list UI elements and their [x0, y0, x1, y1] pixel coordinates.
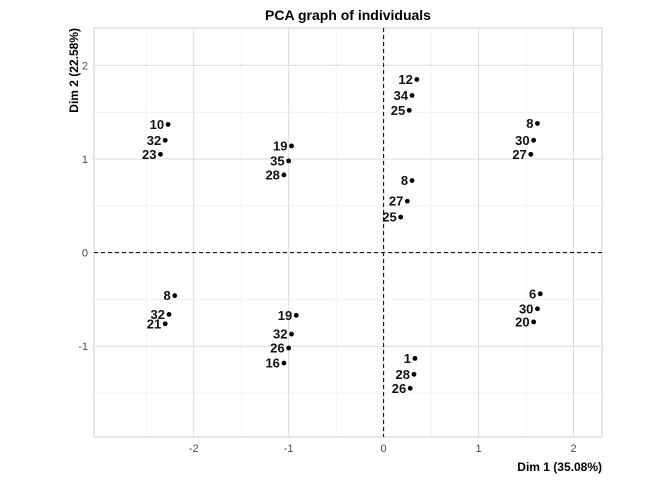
data-point	[289, 331, 294, 337]
point-label: 30	[515, 133, 529, 148]
data-point	[281, 172, 287, 178]
point-label: 27	[389, 194, 403, 209]
point-label: 32	[147, 133, 161, 148]
point-label: 19	[273, 138, 287, 153]
data-point	[411, 371, 417, 377]
data-point	[404, 198, 410, 204]
point-label: 8	[401, 173, 408, 188]
reference-lines	[94, 28, 602, 437]
point-label: 1	[404, 351, 411, 366]
x-axis-title: Dim 1 (35.08%)	[517, 460, 602, 474]
point-label: 26	[392, 381, 406, 396]
point-label: 27	[512, 147, 526, 162]
point-label: 12	[398, 72, 412, 87]
points-layer	[158, 77, 543, 391]
data-point	[286, 345, 292, 351]
data-point	[165, 122, 171, 127]
point-label: 26	[270, 341, 284, 356]
data-point	[537, 291, 543, 297]
plot-panel	[93, 27, 603, 438]
point-label: 35	[270, 153, 284, 168]
point-label: 28	[265, 167, 279, 182]
y-tick-label: 0	[82, 248, 88, 260]
data-point	[531, 319, 537, 325]
chart-title: PCA graph of individuals	[265, 7, 431, 23]
data-point	[398, 214, 404, 220]
data-point	[409, 178, 415, 183]
x-tick-label: 0	[381, 443, 387, 455]
data-point	[414, 77, 420, 82]
y-tick-label: 2	[82, 60, 88, 72]
point-label: 32	[273, 327, 287, 342]
data-point	[286, 158, 292, 164]
point-label: 30	[519, 301, 533, 316]
point-label: 8	[526, 116, 533, 131]
point-label: 19	[278, 308, 292, 323]
data-point	[172, 293, 178, 299]
data-point	[409, 92, 415, 98]
point-label: 23	[142, 147, 156, 162]
point-label: 25	[391, 103, 405, 118]
point-label: 21	[147, 316, 161, 331]
data-point	[162, 321, 168, 327]
data-point	[162, 137, 168, 143]
data-point	[293, 312, 299, 318]
x-tick-labels: -2 -1 0 1 2	[189, 443, 577, 455]
y-tick-label: 1	[82, 154, 88, 166]
point-label: 10	[150, 117, 164, 132]
x-tick-label: 2	[570, 443, 576, 455]
point-label: 34	[394, 88, 409, 103]
data-point	[528, 151, 534, 157]
point-label: 28	[396, 367, 410, 382]
data-point	[289, 143, 294, 149]
data-point	[406, 107, 412, 113]
point-label: 16	[265, 356, 279, 371]
x-tick-label: 1	[475, 443, 481, 455]
point-label: 20	[515, 314, 529, 329]
data-point	[531, 137, 537, 143]
data-point	[281, 360, 287, 366]
y-tick-labels: -1 0 1 2	[78, 60, 88, 353]
point-labels-layer: 1032231935281234258302782725832211932261…	[142, 72, 536, 396]
y-tick-label: -1	[78, 341, 88, 353]
point-label: 25	[382, 210, 396, 225]
grid-lines	[94, 28, 602, 437]
y-axis-title: Dim 2 (22.58%)	[67, 28, 81, 113]
x-tick-label: -1	[284, 443, 294, 455]
data-point	[166, 311, 172, 317]
data-point	[412, 355, 418, 361]
x-tick-label: -2	[189, 443, 199, 455]
data-point	[535, 306, 540, 312]
data-point	[407, 385, 413, 391]
point-label: 8	[163, 288, 170, 303]
point-label: 6	[529, 286, 536, 301]
data-point	[158, 151, 163, 157]
data-point	[535, 121, 540, 126]
point-label: 32	[151, 307, 165, 322]
